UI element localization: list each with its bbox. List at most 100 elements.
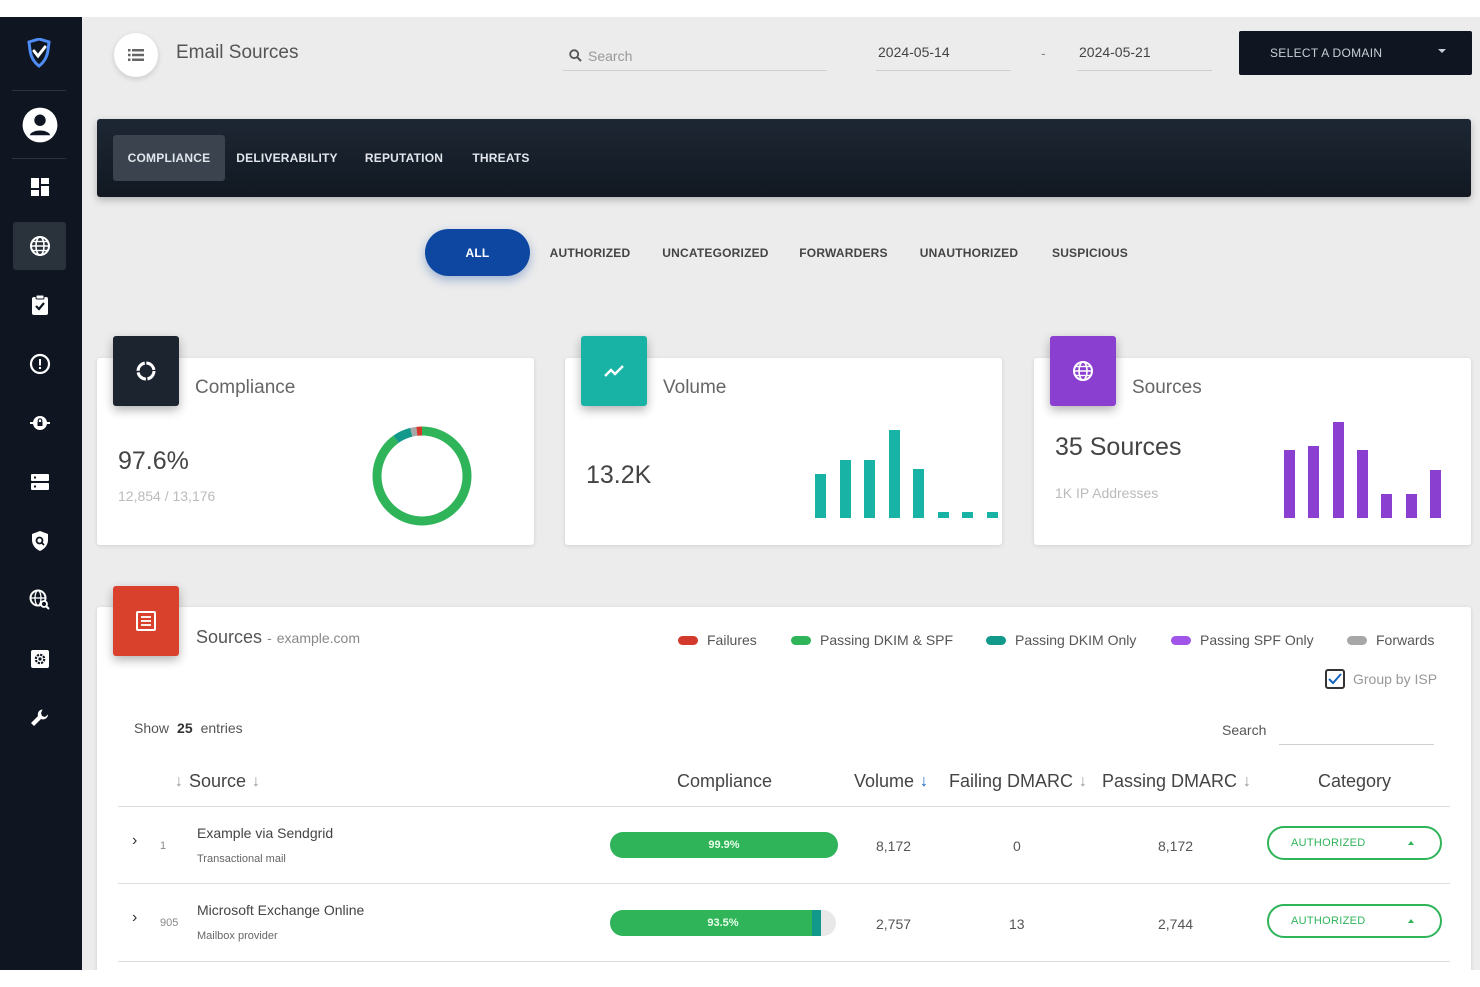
table-search-label: Search	[1222, 722, 1267, 738]
filter-unauthorized[interactable]: UNAUTHORIZED	[919, 245, 1019, 260]
mini-bar-0	[815, 474, 826, 518]
compliance-donut-chart	[372, 426, 472, 526]
column-passing-dmarc[interactable]: Passing DMARC ↓	[1102, 771, 1257, 792]
sidebar-item-alerts[interactable]	[13, 340, 66, 388]
category-dropdown[interactable]: AUTHORIZED	[1267, 904, 1442, 938]
show-label: Show	[134, 720, 170, 736]
sidebar-item-investigation[interactable]	[13, 576, 66, 624]
column-category[interactable]: Category	[1318, 771, 1391, 792]
wrench-icon	[30, 709, 48, 726]
sidebar-item-settings[interactable]	[13, 635, 66, 683]
volume-card: Volume 13.2K	[565, 336, 1002, 545]
sidebar-item-tasks[interactable]	[13, 281, 66, 329]
sidebar-item-tools[interactable]	[13, 694, 66, 742]
mini-bar-5	[1405, 494, 1417, 518]
globe-icon	[29, 236, 50, 256]
menu-button[interactable]	[114, 33, 158, 77]
account-circle-icon	[22, 107, 57, 143]
sidebar-item-servers[interactable]	[13, 458, 66, 506]
sources-table-title: Sources - example.com	[196, 627, 360, 648]
globe-search-icon	[29, 589, 50, 610]
legend-label: Passing SPF Only	[1200, 632, 1314, 648]
volume-cell: 2,757	[876, 916, 912, 932]
shield-logo-icon[interactable]	[0, 33, 78, 73]
compliance-card-title: Compliance	[195, 377, 296, 398]
source-name: Microsoft Exchange Online	[197, 902, 365, 918]
legend-failures: Failures	[678, 632, 757, 648]
caret-up-icon	[1408, 919, 1414, 923]
category-dropdown[interactable]: AUTHORIZED	[1267, 826, 1442, 860]
filter-uncategorized[interactable]: UNCATEGORIZED	[662, 245, 769, 260]
domain-name: example.com	[276, 630, 361, 646]
filter-all[interactable]: ALL	[425, 229, 530, 276]
table-list-icon	[136, 611, 156, 631]
column-volume-label: Volume	[854, 771, 915, 791]
mini-bar-0	[1284, 449, 1295, 518]
settings-box-icon	[30, 650, 49, 668]
column-volume[interactable]: Volume ↓	[854, 771, 934, 792]
trending-up-icon	[604, 365, 624, 377]
source-type: Transactional mail	[197, 853, 286, 865]
mini-bar-6	[962, 512, 973, 518]
tab-reputation[interactable]: REPUTATION	[364, 151, 444, 165]
table-search-input[interactable]	[1279, 713, 1434, 745]
sort-arrow-icon: ↓	[1079, 772, 1088, 790]
filter-suspicious[interactable]: SUSPICIOUS	[1051, 245, 1128, 260]
mini-bar-6	[1429, 470, 1441, 518]
donut-icon	[136, 361, 156, 381]
mini-bar-1	[1308, 446, 1320, 518]
date-separator: -	[1041, 45, 1046, 61]
mini-bar-3	[1356, 449, 1368, 518]
source-type: Mailbox provider	[197, 930, 278, 942]
column-source[interactable]: ↓ Source ↓	[169, 771, 266, 792]
legend-forwards: Forwards	[1347, 632, 1434, 648]
sources-table-card: Sources - example.com Failures Passing D…	[97, 586, 1471, 970]
row-rank: 905	[160, 917, 179, 929]
column-failing-dmarc[interactable]: Failing DMARC ↓	[949, 771, 1093, 792]
tab-compliance[interactable]: COMPLIANCE	[113, 135, 225, 181]
sidebar-item-dashboard[interactable]	[13, 163, 66, 211]
show-entries-control: Show 25 entries	[134, 720, 243, 736]
sidebar-item-email-sources[interactable]	[13, 222, 66, 270]
sources-card-icon	[1050, 336, 1116, 406]
group-by-isp-checkbox[interactable]: Group by ISP	[1325, 669, 1437, 689]
column-compliance[interactable]: Compliance	[677, 771, 772, 792]
server-icon	[30, 474, 49, 490]
volume-card-icon	[581, 336, 647, 406]
volume-card-title: Volume	[663, 377, 727, 398]
start-date-field[interactable]: 2024-05-14	[876, 41, 1011, 71]
sidebar-item-security[interactable]	[13, 517, 66, 565]
source-name: Example via Sendgrid	[197, 825, 334, 841]
search-icon	[569, 49, 582, 62]
volume-bar-chart	[815, 428, 998, 518]
header-search[interactable]	[563, 41, 827, 71]
expand-row-chevron-icon[interactable]: ›	[132, 832, 138, 849]
select-domain-button[interactable]: SELECT A DOMAIN	[1239, 31, 1472, 75]
tab-deliverability[interactable]: DELIVERABILITY	[236, 151, 338, 165]
legend-swatch	[986, 635, 1006, 645]
sidebar-item-account[interactable]	[13, 101, 66, 149]
search-input[interactable]	[588, 47, 818, 64]
filter-forwarders[interactable]: FORWARDERS	[799, 245, 888, 260]
compliance-bar: 93.5%	[610, 910, 836, 936]
filter-authorized[interactable]: AUTHORIZED	[549, 245, 631, 260]
entries-count-select[interactable]: 25	[177, 720, 193, 736]
legend-label: Failures	[707, 632, 757, 648]
column-failing-label: Failing DMARC	[949, 771, 1074, 791]
lock-icon	[29, 416, 50, 430]
compliance-ratio: 12,854 / 13,176	[118, 488, 216, 504]
tab-threats[interactable]: THREATS	[472, 151, 530, 165]
sidebar-divider	[12, 90, 66, 91]
sidebar-item-dns[interactable]	[13, 399, 66, 447]
page-title: Email Sources	[176, 42, 299, 63]
row-rank: 1	[160, 840, 167, 852]
entries-label: entries	[200, 720, 243, 736]
volume-cell: 8,172	[876, 838, 912, 854]
compliance-bar-fill	[610, 910, 812, 936]
expand-row-chevron-icon[interactable]: ›	[132, 909, 138, 926]
sort-arrow-icon: ↓	[920, 772, 929, 790]
column-passing-label: Passing DMARC	[1102, 771, 1238, 791]
ip-addresses-count: 1K IP Addresses	[1055, 485, 1159, 501]
dkim-only-bar-segment	[812, 910, 821, 936]
end-date-field[interactable]: 2024-05-21	[1077, 41, 1212, 71]
